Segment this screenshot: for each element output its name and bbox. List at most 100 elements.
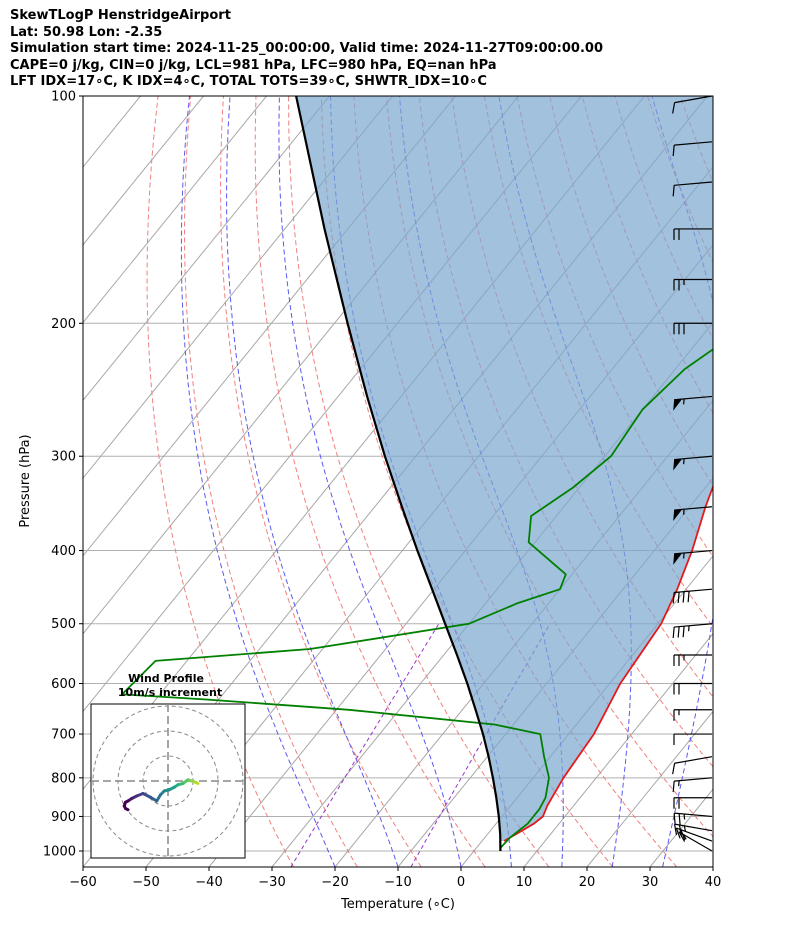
wind-barb bbox=[673, 733, 712, 746]
wind-barb-shaft bbox=[674, 756, 713, 764]
wind-barb bbox=[673, 322, 712, 335]
wind-barb-shaft bbox=[676, 827, 713, 842]
x-tick-label: 30 bbox=[642, 875, 659, 890]
moist-adiabat bbox=[226, 96, 399, 867]
station-location: Lat: 50.98 Lon: -2.35 bbox=[10, 24, 163, 40]
y-tick-label: 300 bbox=[51, 450, 76, 465]
wind-profile-title: Wind Profile bbox=[128, 672, 204, 685]
y-tick-label: 600 bbox=[51, 677, 76, 692]
wind-barb bbox=[673, 549, 713, 565]
wind-barb-halfflag bbox=[683, 825, 686, 832]
dry-adiabat bbox=[746, 96, 794, 867]
wind-barb bbox=[672, 141, 713, 157]
wind-barb bbox=[673, 709, 712, 721]
dry-adiabat bbox=[254, 96, 486, 867]
wind-barb-shaft bbox=[674, 549, 713, 555]
parcel-profile bbox=[295, 96, 502, 852]
wind-barb bbox=[672, 95, 713, 114]
wind-barb-flag bbox=[672, 185, 675, 197]
moist-adiabat bbox=[763, 96, 794, 867]
x-tick-label: −30 bbox=[258, 875, 285, 890]
wind-barb-shaft bbox=[674, 455, 713, 461]
isotherm bbox=[83, 96, 393, 479]
chart-title: SkewTLogP HenstridgeAirport bbox=[10, 8, 231, 23]
wind-barb-flag bbox=[677, 592, 680, 604]
wind-barb-shaft bbox=[674, 823, 713, 832]
wind-barb bbox=[673, 278, 712, 291]
wind-barb-flag bbox=[682, 626, 685, 638]
moist-adiabat bbox=[712, 865, 713, 867]
dry-adiabat bbox=[146, 96, 294, 867]
wind-barb bbox=[672, 181, 713, 197]
x-tick-label: 10 bbox=[516, 875, 533, 890]
isotherm bbox=[712, 866, 713, 867]
moist-adiabat bbox=[651, 96, 713, 867]
stability-indices-1: CAPE=0 j/kg, CIN=0 j/kg, LCL=981 hPa, LF… bbox=[10, 57, 497, 73]
wind-barb-shaft bbox=[678, 831, 713, 852]
wind-barb-halfflag bbox=[682, 834, 687, 840]
wind-barb-flag bbox=[680, 829, 686, 841]
x-tick-label: −50 bbox=[132, 875, 159, 890]
dry-adiabat bbox=[418, 96, 713, 768]
y-tick-label: 800 bbox=[51, 771, 76, 786]
wind-barb-shaft bbox=[674, 95, 713, 104]
wind-barb-pennant bbox=[673, 458, 683, 471]
wind-barb bbox=[673, 228, 712, 240]
wind-barb bbox=[673, 654, 712, 666]
wind-barb-flag bbox=[678, 831, 686, 842]
wind-barbs bbox=[672, 95, 713, 852]
wind-barb-flag bbox=[672, 626, 675, 639]
wind-barb-shaft bbox=[674, 623, 713, 628]
y-tick-label: 700 bbox=[51, 728, 76, 743]
x-tick-label: −40 bbox=[195, 875, 222, 890]
wind-barb-pennant bbox=[673, 553, 683, 565]
moist-adiabat bbox=[180, 96, 336, 867]
wind-barb-flag bbox=[672, 763, 676, 775]
dry-adiabat bbox=[219, 96, 422, 867]
x-tick-label: −60 bbox=[69, 875, 96, 890]
wind-barb-flag bbox=[677, 626, 680, 638]
wind-barb-shaft bbox=[674, 141, 713, 146]
y-tick-label: 1000 bbox=[43, 845, 76, 860]
isotherm bbox=[0, 96, 78, 867]
wind-barb bbox=[673, 797, 712, 809]
y-axis-label: Pressure (hPa) bbox=[18, 434, 33, 527]
cin-shading bbox=[296, 96, 713, 841]
wind-barb-shaft bbox=[674, 777, 713, 782]
x-tick-label: 20 bbox=[579, 875, 596, 890]
wind-profile-subtitle: 10m/s increment bbox=[118, 686, 222, 699]
mixing-ratio-line bbox=[410, 623, 551, 867]
x-axis-label: Temperature (∘C) bbox=[340, 897, 455, 912]
wind-barb bbox=[673, 455, 713, 471]
simulation-times: Simulation start time: 2024-11-25_00:00:… bbox=[10, 41, 603, 57]
wind-barb-shaft bbox=[674, 812, 713, 818]
y-tick-label: 100 bbox=[51, 90, 76, 105]
wind-barb-shaft bbox=[674, 588, 713, 594]
dewpoint-profile bbox=[121, 348, 713, 849]
x-tick-label: 0 bbox=[457, 875, 465, 890]
mixing-ratio-line bbox=[290, 623, 440, 867]
wind-barb bbox=[673, 506, 713, 522]
x-tick-label: 40 bbox=[705, 875, 722, 890]
wind-barb-flag bbox=[673, 824, 678, 836]
wind-barb-pennant bbox=[673, 399, 683, 411]
y-tick-label: 200 bbox=[51, 317, 76, 332]
wind-barb bbox=[673, 812, 713, 825]
y-tick-label: 400 bbox=[51, 544, 76, 559]
isotherm bbox=[83, 96, 330, 402]
wind-barb bbox=[673, 682, 712, 695]
wind-barb bbox=[673, 823, 713, 836]
stability-indices-2: LFT IDX=17∘C, K IDX=4∘C, TOTAL TOTS=39∘C… bbox=[10, 74, 487, 90]
y-tick-label: 500 bbox=[51, 617, 76, 632]
wind-barb-flag bbox=[672, 592, 675, 604]
wind-barb bbox=[672, 756, 713, 775]
wind-barb-flag bbox=[678, 824, 683, 836]
wind-profile-segment bbox=[124, 807, 130, 812]
wind-barb bbox=[678, 831, 713, 852]
isotherm bbox=[83, 96, 267, 324]
temperature-profile bbox=[503, 484, 713, 842]
dry-adiabat bbox=[183, 96, 358, 867]
wind-barb bbox=[675, 827, 713, 842]
wind-barb-flag bbox=[672, 781, 675, 793]
